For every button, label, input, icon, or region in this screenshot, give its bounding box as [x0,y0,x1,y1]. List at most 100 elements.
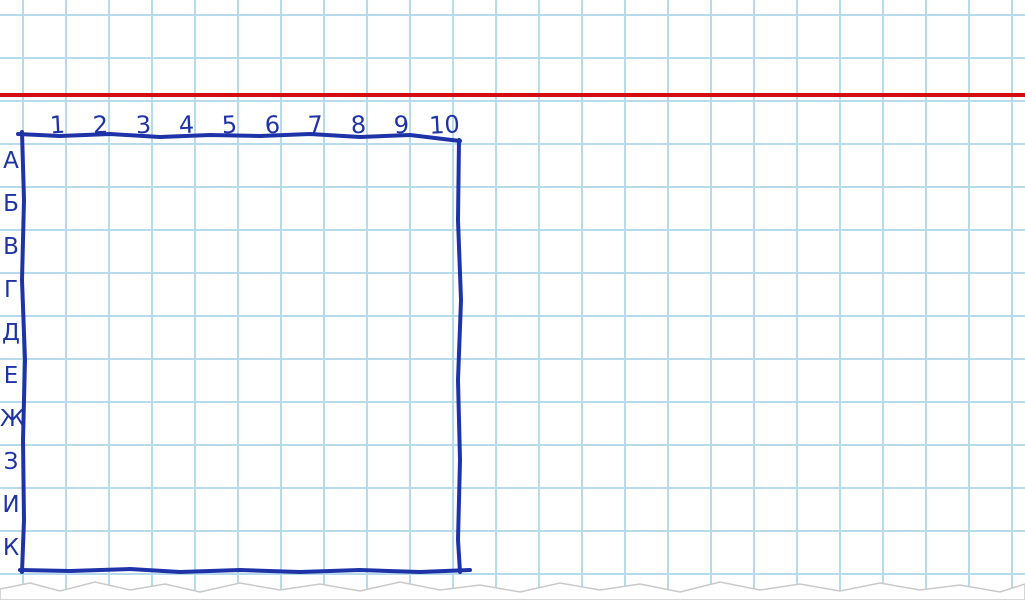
board-cell[interactable] [151,441,194,484]
board-cell[interactable] [366,269,409,312]
board-cell[interactable] [65,398,108,441]
board-cell[interactable] [280,398,323,441]
board-cell[interactable] [108,527,151,570]
board-cell[interactable] [237,398,280,441]
board-cell[interactable] [323,312,366,355]
board-cell[interactable] [151,355,194,398]
board-cell[interactable] [366,226,409,269]
board-cell[interactable] [108,312,151,355]
board-cell[interactable] [194,484,237,527]
board-cell[interactable] [194,269,237,312]
board-cell[interactable] [409,484,452,527]
board-cell[interactable] [280,269,323,312]
board-cell[interactable] [22,441,65,484]
board-cell[interactable] [108,484,151,527]
board-cell[interactable] [22,183,65,226]
board-cell[interactable] [237,441,280,484]
board-cell[interactable] [366,312,409,355]
board-cell[interactable] [151,527,194,570]
board-cell[interactable] [280,140,323,183]
board-cell[interactable] [280,441,323,484]
board-cell[interactable] [237,484,280,527]
board-cell[interactable] [108,355,151,398]
board-cell[interactable] [323,269,366,312]
board-cell[interactable] [366,484,409,527]
board-cell[interactable] [366,441,409,484]
board-cell[interactable] [22,140,65,183]
board-cell[interactable] [323,355,366,398]
board-cell[interactable] [409,269,452,312]
board-cell[interactable] [108,140,151,183]
board-cell[interactable] [22,226,65,269]
board-cell[interactable] [194,441,237,484]
board-cell[interactable] [194,226,237,269]
board-cell[interactable] [409,140,452,183]
board-cell[interactable] [22,527,65,570]
board-cell[interactable] [323,183,366,226]
board-cell[interactable] [108,226,151,269]
board-cell[interactable] [409,183,452,226]
board-cell[interactable] [194,527,237,570]
board-cell[interactable] [151,484,194,527]
board-cell[interactable] [22,355,65,398]
board-cell[interactable] [409,398,452,441]
board-cell[interactable] [366,183,409,226]
board-cell[interactable] [194,398,237,441]
board-cell[interactable] [323,441,366,484]
board-cell[interactable] [151,398,194,441]
board-cell[interactable] [237,312,280,355]
board-cell[interactable] [151,312,194,355]
board-cell[interactable] [151,183,194,226]
board-cell[interactable] [194,140,237,183]
board-cell[interactable] [280,484,323,527]
board-cell[interactable] [323,140,366,183]
board-cell[interactable] [237,269,280,312]
board-cell[interactable] [280,527,323,570]
board-cell[interactable] [280,355,323,398]
board-cell[interactable] [65,527,108,570]
board-cell[interactable] [366,355,409,398]
board-cell[interactable] [366,527,409,570]
board-cell[interactable] [237,226,280,269]
board-cell[interactable] [22,484,65,527]
board-cell[interactable] [108,398,151,441]
board-cell[interactable] [151,140,194,183]
board-cell[interactable] [323,484,366,527]
board-cell[interactable] [237,355,280,398]
board-cell[interactable] [323,527,366,570]
board-cell[interactable] [409,226,452,269]
board-cell[interactable] [22,398,65,441]
board-cell[interactable] [65,269,108,312]
board-cell[interactable] [194,183,237,226]
board-cell[interactable] [323,398,366,441]
board-cell[interactable] [108,183,151,226]
board-cell[interactable] [409,441,452,484]
board-cell[interactable] [323,226,366,269]
board-cell[interactable] [65,226,108,269]
board-cell[interactable] [409,527,452,570]
board-cell[interactable] [151,226,194,269]
board-cell[interactable] [237,183,280,226]
board-cell[interactable] [22,312,65,355]
board-cell[interactable] [65,484,108,527]
board-cell[interactable] [280,226,323,269]
board-cell[interactable] [280,312,323,355]
board-cell[interactable] [108,269,151,312]
board-cell[interactable] [366,140,409,183]
board-cell[interactable] [409,312,452,355]
board-cell[interactable] [65,312,108,355]
board-cell[interactable] [280,183,323,226]
board-cell[interactable] [65,183,108,226]
board-cell[interactable] [194,312,237,355]
board-cell[interactable] [65,355,108,398]
board-cell[interactable] [65,441,108,484]
board-cell[interactable] [194,355,237,398]
board-cell[interactable] [22,269,65,312]
board-cell[interactable] [409,355,452,398]
board-cell[interactable] [108,441,151,484]
board-cell[interactable] [237,527,280,570]
board-cell[interactable] [65,140,108,183]
board-cell[interactable] [151,269,194,312]
board-cell[interactable] [237,140,280,183]
board-cell[interactable] [366,398,409,441]
